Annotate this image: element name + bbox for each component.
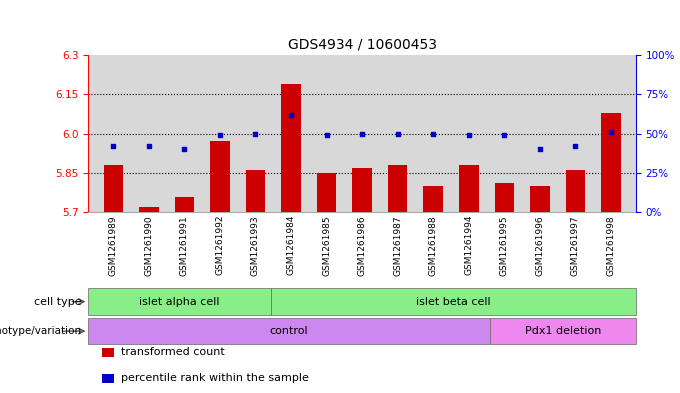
Point (214, 132, 225, 138)
Point (143, 143, 154, 149)
Bar (88, 288, 271, 315)
Title: GDS4934 / 10600453: GDS4934 / 10600453 (288, 37, 437, 51)
Point (108, 143, 119, 149)
Text: islet alpha cell: islet alpha cell (139, 297, 220, 307)
Point (286, 112, 296, 118)
Point (605, 129, 616, 135)
Point (570, 143, 581, 149)
Text: genotype/variation: genotype/variation (0, 326, 82, 336)
Bar (566, 170, 585, 212)
Text: percentile rank within the sample: percentile rank within the sample (121, 373, 309, 383)
Bar (494, 184, 514, 212)
Bar (282, 84, 301, 212)
Bar (175, 196, 194, 212)
Bar (459, 165, 479, 212)
Point (463, 132, 474, 138)
Bar (530, 186, 549, 212)
Bar (490, 318, 636, 344)
Text: cell type: cell type (34, 297, 82, 307)
Bar (388, 165, 407, 212)
Bar (103, 165, 123, 212)
Bar (317, 173, 337, 212)
Text: Pdx1 deletion: Pdx1 deletion (525, 326, 601, 336)
Bar (245, 170, 265, 212)
Point (321, 132, 332, 138)
Bar (139, 207, 158, 212)
Bar (352, 168, 372, 212)
Bar (601, 113, 621, 212)
Bar (424, 186, 443, 212)
Bar (271, 288, 636, 315)
Point (357, 130, 368, 137)
Text: transformed count: transformed count (121, 347, 225, 357)
Point (179, 146, 190, 152)
Point (428, 130, 439, 137)
Point (534, 146, 545, 152)
Text: control: control (270, 326, 309, 336)
Point (499, 132, 510, 138)
Point (392, 130, 403, 137)
Bar (210, 141, 230, 212)
Bar (88, 318, 490, 344)
Point (250, 130, 261, 137)
Text: islet beta cell: islet beta cell (416, 297, 491, 307)
